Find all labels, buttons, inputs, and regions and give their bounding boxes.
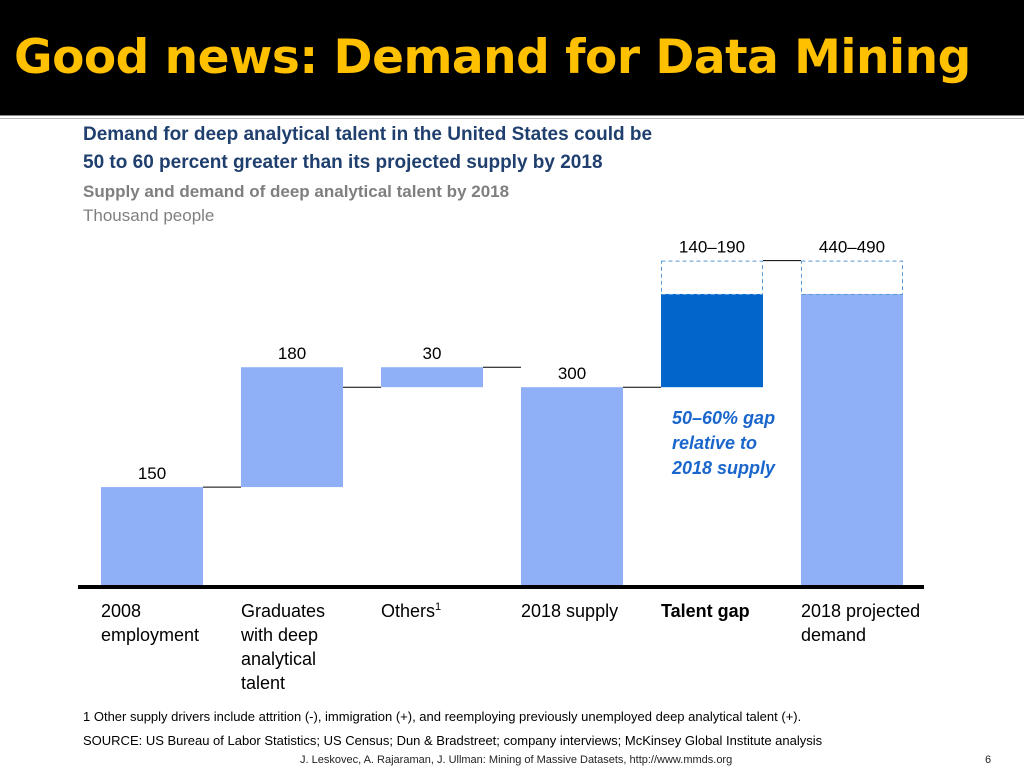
value-label-1: 180 (278, 344, 306, 363)
gap-annotation-line-0: 50–60% gap (672, 408, 775, 428)
category-label-1-3: talent (241, 673, 285, 693)
category-label-1-0: Graduates (241, 601, 325, 621)
category-label-0-0: 2008 (101, 601, 141, 621)
bar-1 (241, 367, 343, 488)
category-label-2-0: Others1 (381, 601, 441, 621)
category-label-5-1: demand (801, 625, 866, 645)
value-label-5: 440–490 (819, 238, 885, 257)
category-label-1-2: analytical (241, 649, 316, 669)
category-label-5-0: 2018 projected (801, 601, 920, 621)
title-divider (0, 115, 1024, 119)
category-label-0-1: employment (101, 625, 199, 645)
footer-credit: J. Leskovec, A. Rajaraman, J. Ullman: Mi… (300, 754, 733, 766)
value-label-4: 140–190 (679, 238, 745, 257)
category-label-4-0: Talent gap (661, 601, 750, 621)
gap-annotation-line-2: 2018 supply (671, 458, 776, 478)
category-label-3-0: 2018 supply (521, 601, 618, 621)
value-label-0: 150 (138, 464, 166, 483)
chart-units: Thousand people (83, 206, 215, 225)
bar-2 (381, 367, 483, 388)
chart-heading-line-1: Demand for deep analytical talent in the… (83, 124, 653, 145)
bar-5 (801, 293, 903, 587)
footnote-marker: 1 (435, 601, 441, 613)
value-label-2: 30 (423, 344, 442, 363)
footnote: 1 Other supply drivers include attrition… (83, 709, 802, 724)
title-bar: Good news: Demand for Data Mining (0, 0, 1024, 115)
slide-title: Good news: Demand for Data Mining (14, 30, 971, 85)
bar-3 (521, 387, 623, 587)
category-label-1-1: with deep (240, 625, 318, 645)
value-label-3: 300 (558, 364, 586, 383)
waterfall-chart: 150 2008 employment 180 Graduates with deep an… (78, 238, 924, 693)
gap-annotation-line-1: relative to (672, 433, 757, 453)
bar-0 (101, 487, 203, 587)
source-note: SOURCE: US Bureau of Labor Statistics; U… (83, 733, 823, 748)
page-number: 6 (985, 754, 992, 766)
bar-4 (661, 293, 763, 388)
chart-subheading: Supply and demand of deep analytical tal… (83, 182, 510, 201)
chart-heading: Demand for deep analytical talent in the… (83, 121, 843, 177)
range-box-5 (801, 260, 903, 295)
range-box-4 (661, 260, 763, 295)
chart-heading-line-2: 50 to 60 percent greater than its projec… (83, 152, 603, 173)
